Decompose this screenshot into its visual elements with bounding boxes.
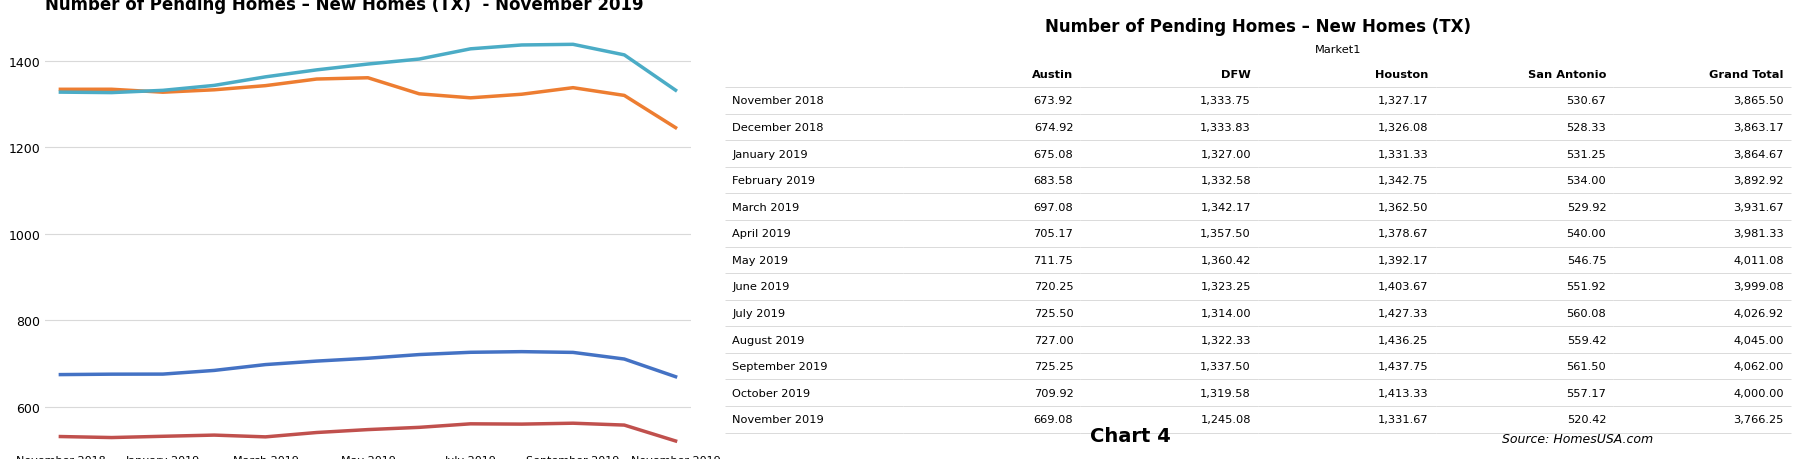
Text: Source: HomesUSA.com: Source: HomesUSA.com: [1503, 432, 1654, 446]
Text: Number of Pending Homes – New Homes (TX): Number of Pending Homes – New Homes (TX): [1046, 18, 1471, 36]
Text: Chart 4: Chart 4: [1089, 426, 1170, 446]
Text: Market1: Market1: [1314, 45, 1361, 55]
Text: Number of Pending Homes – New Homes (TX)  - November 2019: Number of Pending Homes – New Homes (TX)…: [45, 0, 644, 14]
